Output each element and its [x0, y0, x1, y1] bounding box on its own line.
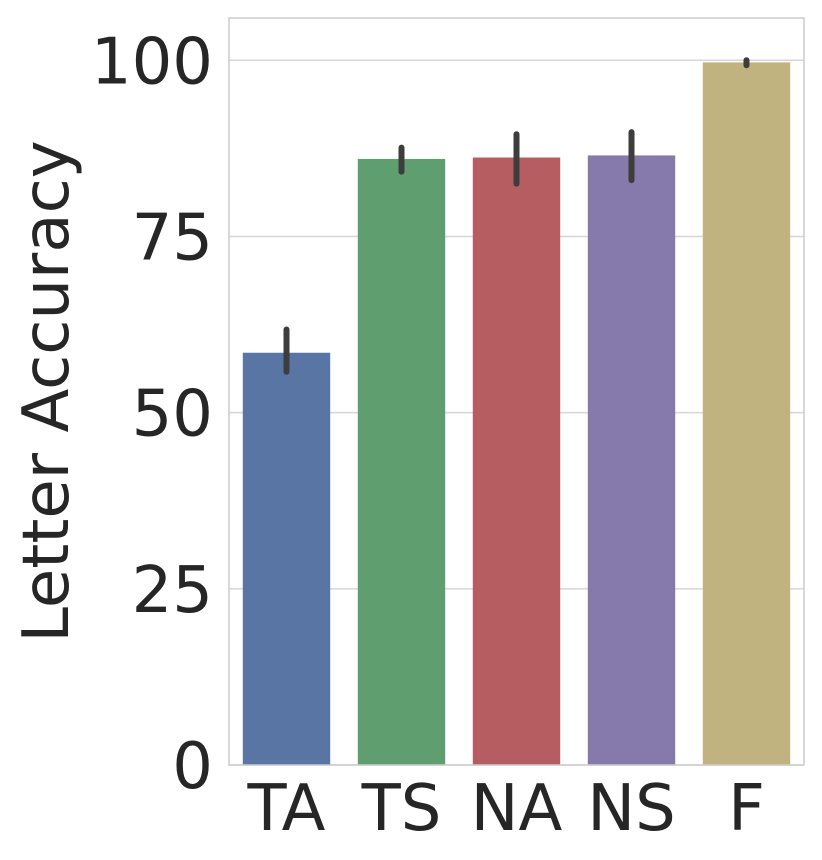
y-tick-label: 50 — [132, 378, 213, 452]
x-tick-label: NS — [587, 772, 676, 846]
bar-ns — [587, 155, 676, 766]
error-bars — [283, 57, 750, 375]
bar-f — [702, 62, 791, 766]
x-tick-label: F — [728, 772, 765, 846]
x-tick-label: NA — [471, 772, 563, 846]
x-tick-label: TA — [247, 772, 326, 846]
bars — [242, 62, 791, 766]
bar-ta — [242, 352, 331, 765]
y-tick-label: 75 — [132, 201, 213, 275]
y-tick-label: 100 — [91, 25, 213, 99]
bar-ts — [357, 158, 446, 766]
x-tick-labels: TA TS NA NS F — [247, 772, 765, 846]
bar-na — [472, 157, 561, 766]
plot-frame — [228, 17, 805, 766]
y-tick-label: 0 — [172, 730, 213, 804]
x-tick-label: TS — [361, 772, 442, 846]
y-tick-labels: 0 25 50 75 100 — [91, 25, 213, 804]
y-axis-label: Letter Accuracy — [10, 140, 84, 642]
y-tick-label: 25 — [132, 554, 213, 628]
